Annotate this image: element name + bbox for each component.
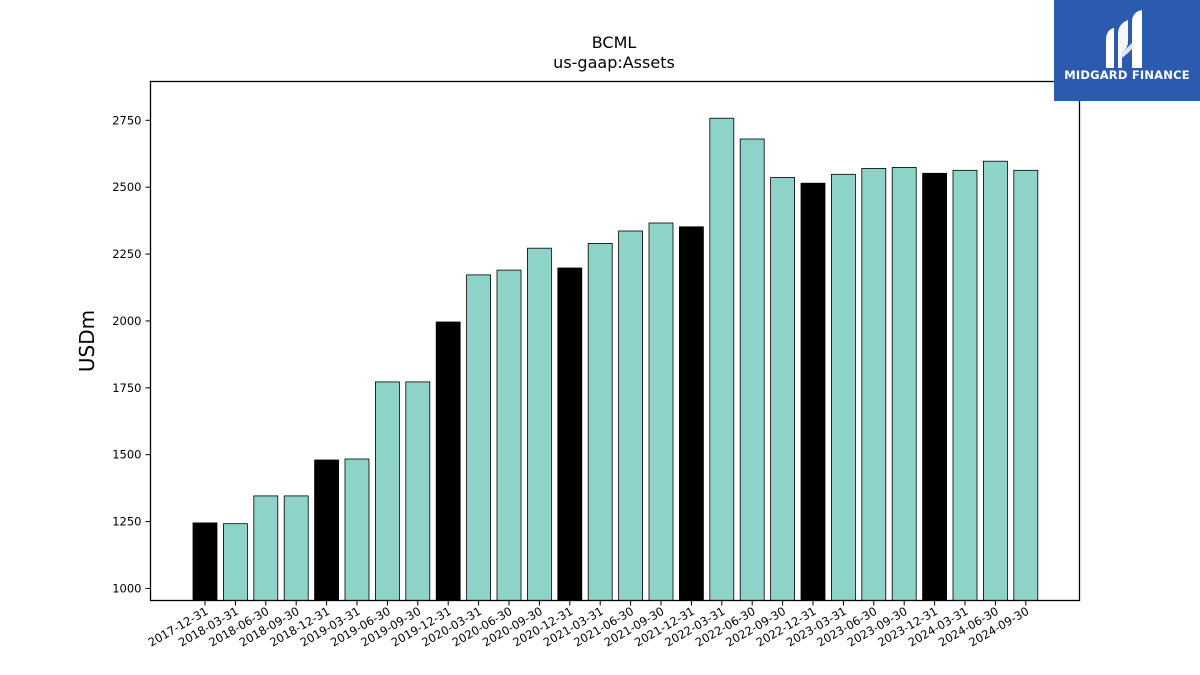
bar-2018-03-31: [222, 523, 248, 601]
bar-2020-03-31: [466, 274, 492, 601]
bar-2018-09-30: [283, 495, 309, 601]
bar-2022-12-31: [800, 182, 826, 601]
bar-2023-12-31: [922, 172, 947, 601]
bar-2018-06-30: [253, 495, 279, 601]
bar-2021-09-30: [648, 222, 674, 601]
y-tick-label: 2000: [112, 314, 141, 328]
bar-2023-03-31: [831, 173, 856, 601]
brand-logo: MIDGARD FINANCE: [1054, 0, 1200, 101]
bar-2021-06-30: [618, 230, 643, 601]
bar-2024-03-31: [952, 169, 978, 601]
y-axis-label: USDm: [75, 310, 99, 372]
bar-2018-12-31: [314, 459, 340, 601]
bar-2021-12-31: [679, 226, 704, 601]
y-tick-label: 1500: [112, 448, 141, 462]
bar-2019-03-31: [344, 458, 370, 601]
y-tick-label: 2750: [112, 113, 141, 127]
bars-group: [192, 117, 1039, 601]
bar-2022-09-30: [770, 177, 795, 601]
y-tick-label: 2250: [112, 247, 141, 261]
bar-2021-03-31: [587, 242, 613, 601]
bar-2019-12-31: [435, 321, 461, 601]
y-tick-label: 1000: [112, 581, 141, 595]
bar-2020-06-30: [496, 269, 522, 601]
logo-text: MIDGARD FINANCE: [1064, 68, 1190, 82]
y-tick-label: 1750: [112, 381, 141, 395]
bar-2019-06-30: [374, 381, 400, 601]
x-axis: 2017-12-312018-03-312018-06-302018-09-30…: [146, 600, 1031, 650]
y-axis: 1000 1250 1500 1750 2000 2250 2500 2750: [112, 113, 151, 595]
bar-2019-09-30: [405, 381, 431, 601]
bar-2024-09-30: [1013, 169, 1039, 601]
bar-2022-03-31: [709, 117, 735, 601]
y-tick-label: 1250: [112, 515, 141, 529]
bar-2020-09-30: [527, 247, 552, 601]
midgard-logo-icon: [1106, 10, 1142, 68]
bar-2020-12-31: [557, 267, 583, 601]
bar-2024-06-30: [983, 160, 1008, 601]
chart-subtitle: us-gaap:Assets: [553, 53, 675, 72]
y-tick-label: 2500: [112, 180, 141, 194]
bar-2017-12-31: [192, 522, 218, 601]
bar-2023-09-30: [891, 166, 917, 601]
bar-2022-06-30: [739, 138, 765, 601]
bar-2023-06-30: [861, 167, 887, 601]
plot-frame: [149, 80, 1081, 602]
chart-title: BCML: [592, 33, 637, 52]
